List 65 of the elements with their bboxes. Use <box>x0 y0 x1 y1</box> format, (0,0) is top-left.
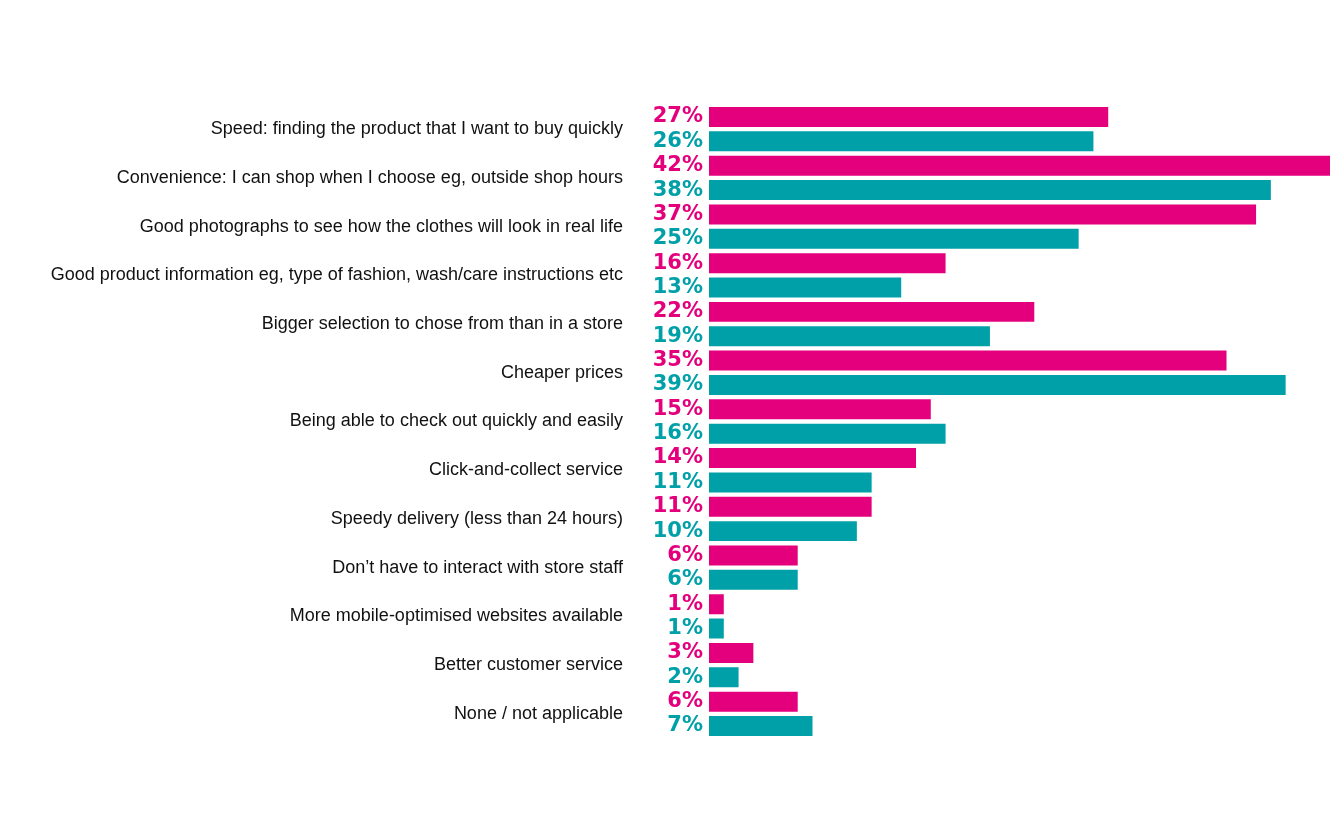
bar <box>709 131 1094 152</box>
y-tick-label: Don’t have to interact with store staff <box>332 556 624 577</box>
bar <box>709 448 916 469</box>
y-tick-label: Cheaper prices <box>500 361 623 382</box>
bar <box>709 399 931 420</box>
bar <box>709 180 1271 201</box>
data-label: 25% <box>652 225 703 250</box>
bar <box>709 374 1286 395</box>
y-tick-label: Bigger selection to chose from than in a store <box>261 313 623 334</box>
bar <box>709 350 1227 371</box>
data-label: 6% <box>667 541 703 566</box>
bar <box>709 423 946 444</box>
y-tick-label: Click-and-collect service <box>428 459 623 480</box>
bar <box>709 472 872 493</box>
data-label: 13% <box>652 273 703 298</box>
y-tick-label: Speed: finding the product that I want to buy quickly <box>210 118 623 139</box>
data-label: 1% <box>667 615 703 640</box>
data-label: 37% <box>652 200 703 225</box>
data-label: 11% <box>652 468 703 493</box>
bar <box>709 204 1257 225</box>
bar <box>709 326 990 347</box>
data-label: 11% <box>652 493 703 518</box>
bar <box>709 594 724 615</box>
bar <box>709 716 813 737</box>
bar <box>709 277 902 298</box>
data-label: 39% <box>652 371 703 396</box>
y-tick-label: Being able to check out quickly and easily <box>289 410 623 431</box>
y-tick-label: More mobile-optimised websites available <box>289 605 623 626</box>
data-label: 27% <box>652 103 703 128</box>
y-tick-label: Better customer service <box>433 654 623 675</box>
data-label: 38% <box>652 176 703 201</box>
data-label: 19% <box>652 322 703 347</box>
y-tick-label: Good product information eg, type of fashion, wash/care instructions etc <box>50 264 623 285</box>
bar <box>709 667 739 688</box>
data-label: 6% <box>667 566 703 591</box>
y-tick-label: Speedy delivery (less than 24 hours) <box>330 507 623 528</box>
data-label: 16% <box>652 249 703 274</box>
data-label: 16% <box>652 420 703 445</box>
data-label: 14% <box>652 444 703 469</box>
y-tick-label: Good photographs to see how the clothes will look in real life <box>139 215 623 236</box>
data-label: 3% <box>667 639 703 664</box>
data-label: 2% <box>667 663 703 688</box>
data-label: 22% <box>652 298 703 323</box>
bar <box>709 691 798 712</box>
bar <box>709 253 946 274</box>
bar <box>709 228 1079 249</box>
data-label: 42% <box>652 152 703 177</box>
bar <box>709 618 724 639</box>
bar <box>709 155 1330 176</box>
y-tick-label: None / not applicable <box>453 702 623 723</box>
bar <box>709 301 1035 322</box>
bar <box>709 569 798 590</box>
bar <box>709 521 857 542</box>
data-label: 26% <box>652 127 703 152</box>
data-label: 7% <box>667 712 703 737</box>
data-label: 15% <box>652 395 703 420</box>
bar <box>709 106 1109 127</box>
bar <box>709 642 754 663</box>
data-label: 1% <box>667 590 703 615</box>
data-label: 35% <box>652 347 703 372</box>
bar <box>709 545 798 566</box>
bar <box>709 496 872 517</box>
data-label: 10% <box>652 517 703 542</box>
data-label: 6% <box>667 688 703 713</box>
y-tick-label: Convenience: I can shop when I choose eg, outside shop hours <box>116 166 623 187</box>
